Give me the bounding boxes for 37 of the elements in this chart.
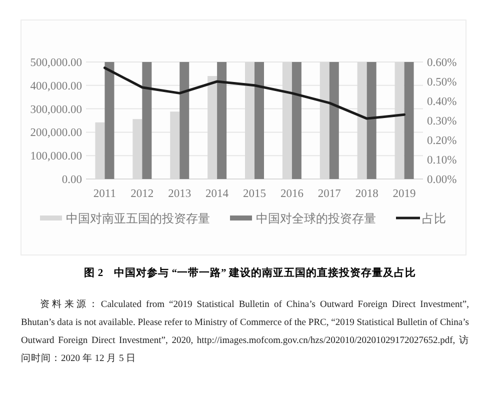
bar (329, 62, 339, 179)
y-tick-label: 200,000.00 (30, 127, 82, 140)
y2-tick-label: 0.00% (427, 174, 458, 186)
x-tick-label: 2016 (280, 188, 304, 200)
bar (180, 62, 190, 179)
y-tick-label: 0.00 (62, 174, 82, 186)
x-tick-label: 2012 (130, 188, 154, 200)
bar (104, 62, 114, 179)
line-series (103, 66, 406, 120)
bar (217, 62, 227, 179)
x-tick-label: 2019 (392, 188, 416, 200)
x-tick-label: 2018 (355, 188, 379, 200)
text: 图 2 中国对参与 “一带一路” 建设的南亚五国的直接投资存量及占比 (83, 266, 417, 280)
bar (254, 62, 264, 179)
text: 资料来源：Calculated from “2019 Statistical Bulletin of China’s Outward Foreign Direct Investment”, Bhutan’s data is not available. Please refer to Ministry of Commerce of the PRC, “2019 Statistical Bulletin of China’s Outward Foreign Direct Investment”, 2020, http://images.mofcom.gov.cn/hzs/202010/20201029172027652.pdf, 访问时间：2020 年 12 月 5 日 (21, 298, 469, 366)
y-tick-label: 300,000.00 (30, 104, 82, 116)
legend-label: 占比 (422, 212, 446, 226)
y2-tick-label: 0.20% (427, 135, 458, 147)
y-tick-label: 100,000.00 (30, 150, 82, 163)
y2-tick-label: 0.60% (427, 57, 458, 69)
x-tick-label: 2017 (318, 188, 342, 200)
bar (404, 62, 414, 179)
y2-tick-label: 0.30% (427, 116, 458, 128)
y2-tick-label: 0.40% (427, 96, 458, 108)
y2-tick-label: 0.10% (427, 154, 458, 166)
legend-label: 中国对南亚五国的投资存量 (66, 212, 210, 226)
y2-tick-label: 0.50% (427, 76, 458, 88)
y-tick-label: 500,000.00 (30, 57, 82, 69)
bar (292, 62, 302, 179)
bar (366, 62, 376, 179)
x-tick-label: 2015 (243, 188, 266, 200)
x-tick-label: 2014 (206, 188, 229, 200)
legend-label: 中国对全球的投资存量 (256, 212, 376, 226)
x-tick-label: 2011 (93, 188, 116, 200)
y-tick-label: 400,000.00 (30, 80, 82, 92)
x-tick-label: 2013 (168, 188, 192, 200)
bar (142, 62, 152, 179)
